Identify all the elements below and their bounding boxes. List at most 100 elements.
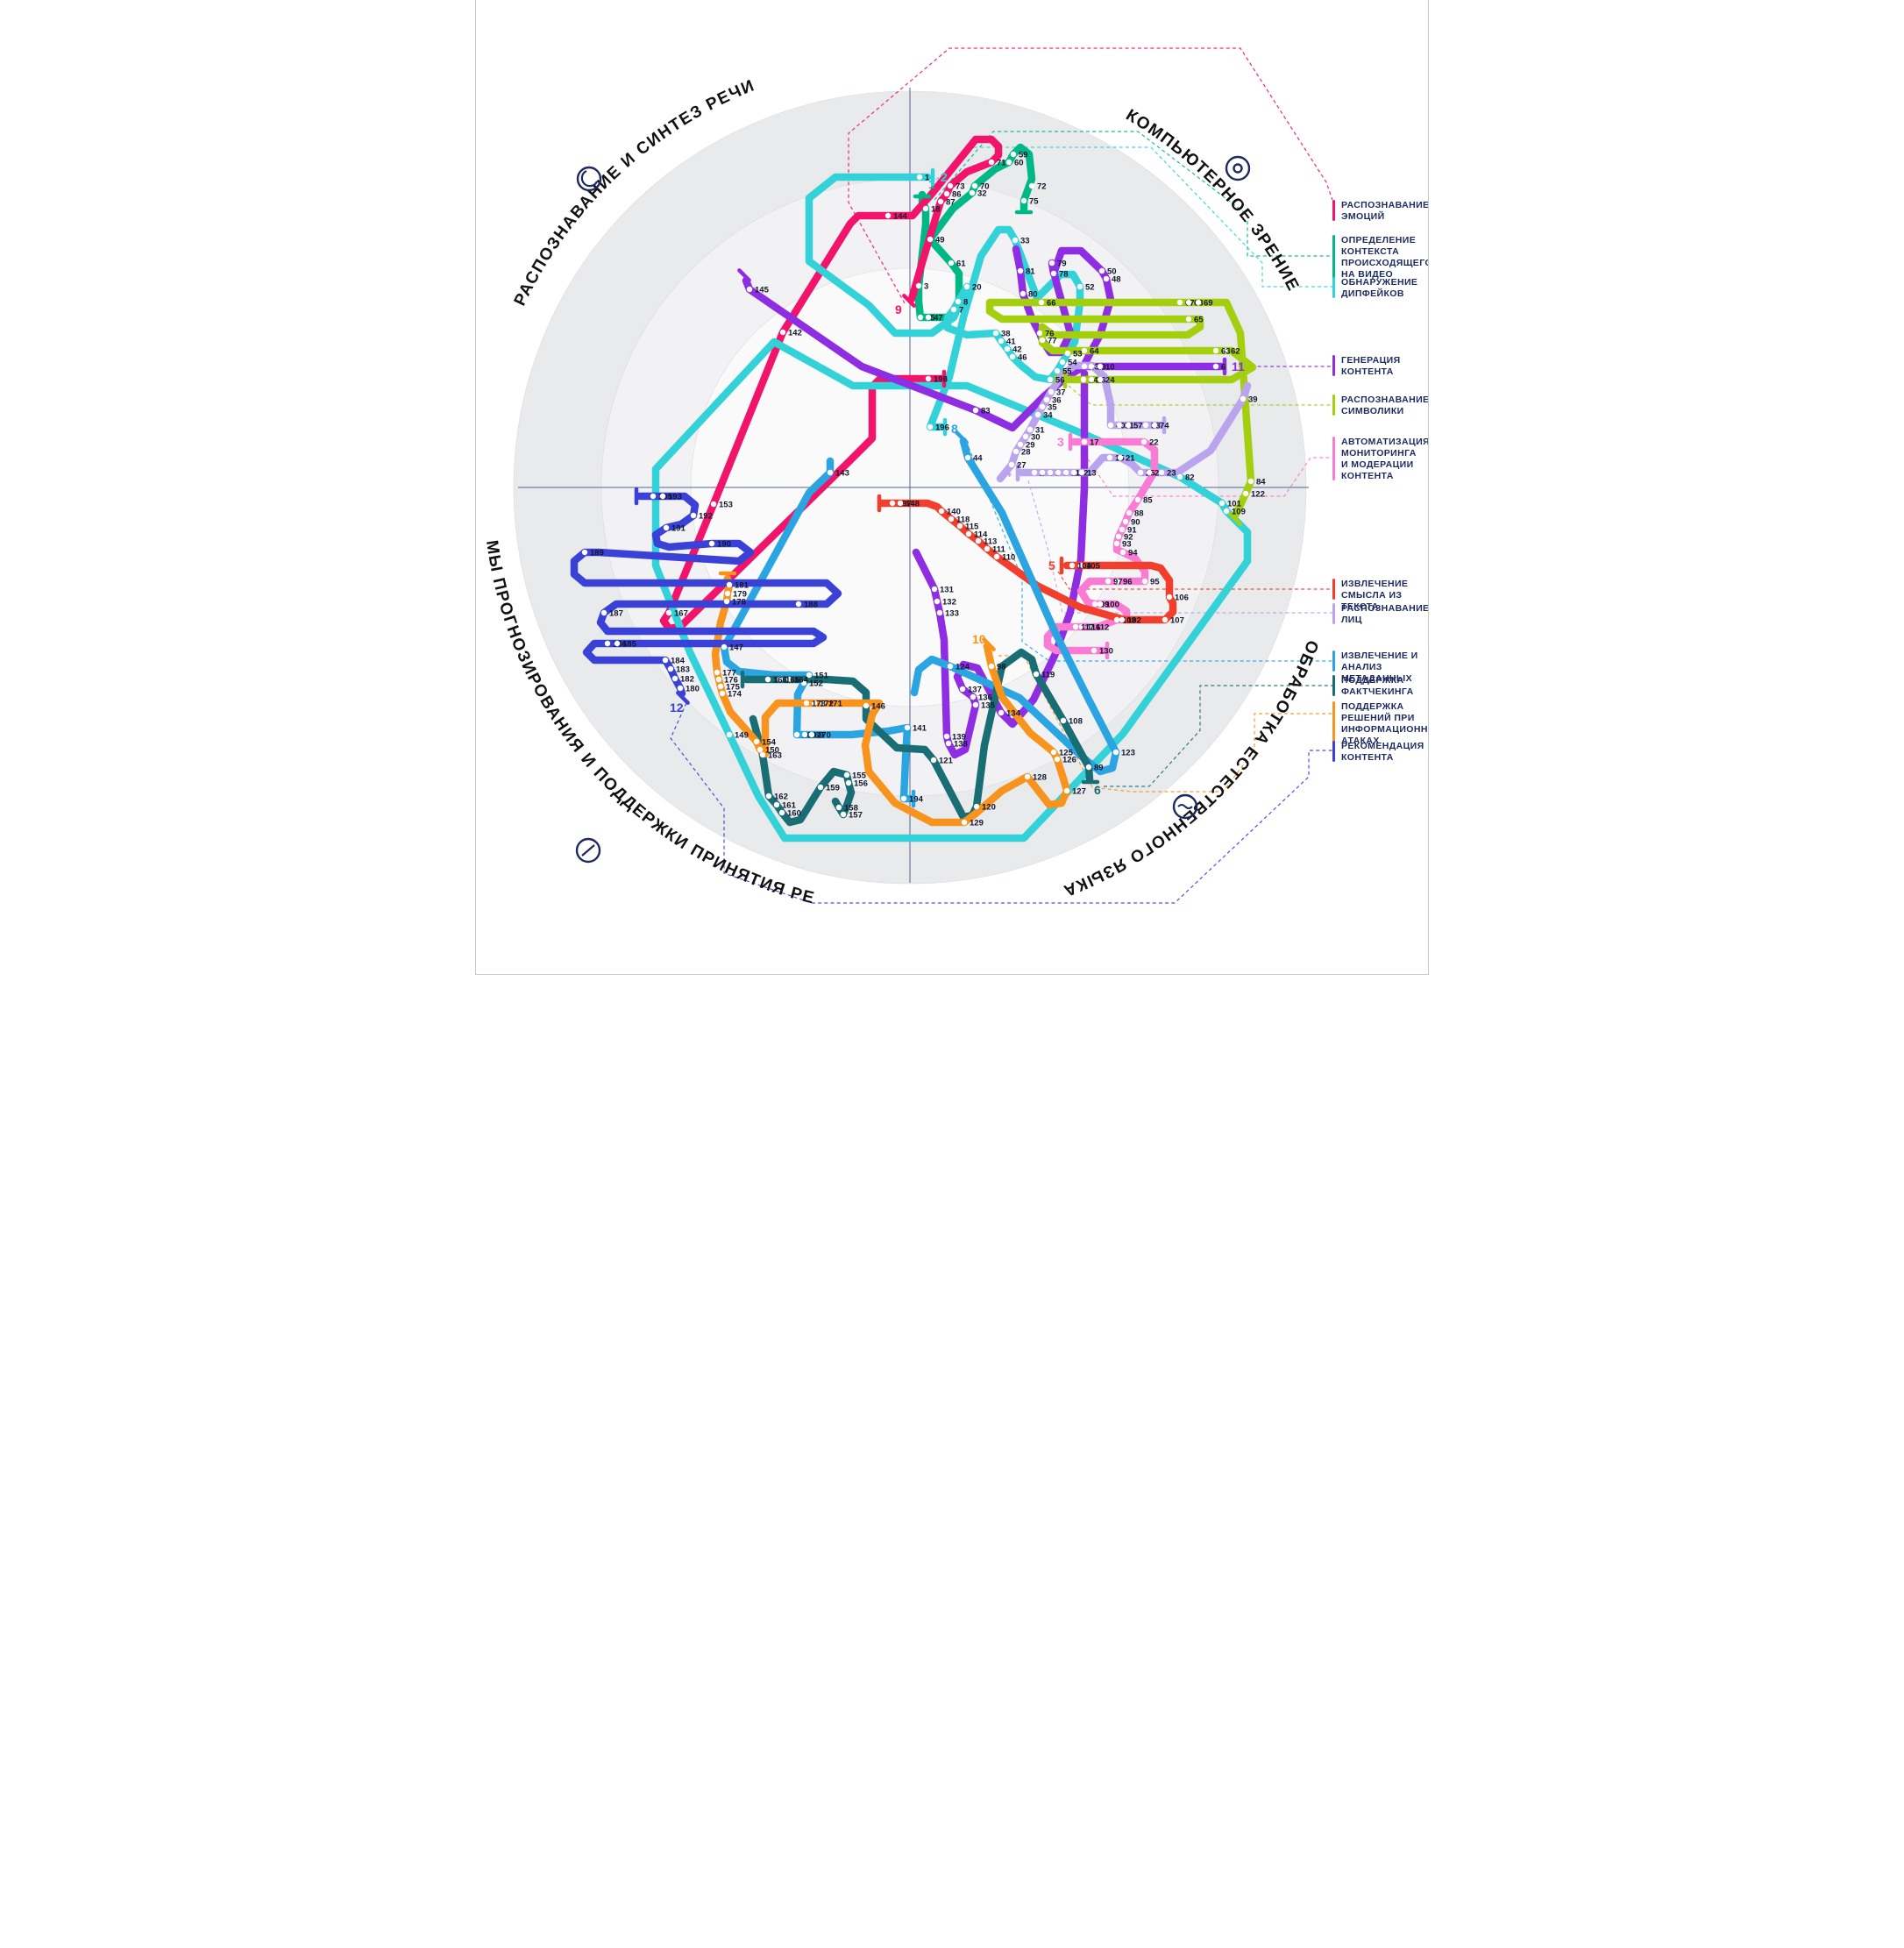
station-85-dot — [1134, 496, 1141, 503]
station-53-dot — [1064, 350, 1071, 357]
station-79-label: 79 — [1057, 259, 1067, 269]
line-7-path — [985, 298, 1257, 520]
station-63-label: 63 — [1221, 347, 1231, 357]
station-195-label: 195 — [658, 493, 673, 502]
station-186-dot — [604, 640, 611, 647]
line-3-caps: 3 — [1057, 432, 1110, 660]
station-162-label: 162 — [774, 793, 788, 802]
station-159-label: 159 — [826, 784, 840, 793]
station-77-dot — [1039, 337, 1046, 344]
station-114-label: 114 — [974, 530, 988, 540]
station-161-label: 161 — [782, 801, 797, 811]
station-177-dot — [714, 669, 721, 676]
station-196-dot — [927, 423, 934, 430]
station-183-dot — [667, 665, 674, 672]
station-29-dot — [1017, 441, 1024, 448]
station-94-label: 94 — [1128, 549, 1138, 558]
station-45-dot — [917, 314, 924, 321]
station-86-label: 86 — [952, 190, 962, 200]
station-81-dot — [1017, 267, 1024, 274]
station-59-dot — [1010, 151, 1017, 158]
station-57-label: 57 — [1133, 422, 1143, 431]
station-142-label: 142 — [788, 329, 802, 338]
station-197-dot — [889, 500, 896, 507]
line-3 — [1043, 437, 1159, 655]
station-66-label: 66 — [1047, 299, 1056, 309]
station-61-dot — [948, 259, 955, 267]
station-93-label: 93 — [1122, 540, 1132, 550]
station-164-dot — [785, 676, 792, 683]
station-138-dot — [945, 740, 952, 747]
station-36-label: 36 — [1052, 396, 1062, 406]
station-44-label: 44 — [973, 454, 983, 464]
station-184-label: 184 — [671, 657, 686, 666]
station-140-label: 140 — [947, 508, 961, 517]
station-136-label: 136 — [978, 693, 992, 703]
callout-leader-7 — [1027, 480, 1332, 614]
station-23-label: 23 — [1167, 469, 1176, 479]
line-12-stations: 1951931921911901891881871861851841831821… — [581, 493, 818, 694]
station-191-label: 191 — [671, 524, 686, 534]
station-96-label: 96 — [1123, 578, 1133, 587]
station-73-dot — [947, 182, 954, 189]
station-112-dot — [1087, 623, 1094, 630]
station-135-dot — [972, 701, 979, 708]
station-149-label: 149 — [735, 731, 749, 741]
station-58-dot — [1142, 422, 1149, 429]
station-93-dot — [1113, 540, 1120, 547]
callout-leader-9 — [1104, 685, 1332, 787]
station-19-dot — [1088, 363, 1095, 370]
line-9-caps: 9 — [895, 294, 947, 388]
station-104-dot — [1069, 562, 1076, 569]
station-169-label: 169 — [810, 731, 824, 741]
station-48-dot — [1103, 275, 1110, 282]
station-141-dot — [904, 724, 911, 731]
station-59-label: 59 — [1019, 151, 1028, 160]
station-46-dot — [1009, 353, 1016, 360]
station-129-label: 129 — [970, 819, 984, 828]
callout-leader-6 — [1057, 571, 1332, 590]
station-95-dot — [1141, 578, 1148, 585]
station-160-dot — [778, 809, 785, 816]
line-8 — [720, 437, 1120, 803]
station-103-dot — [1113, 616, 1120, 623]
station-95-label: 95 — [1150, 578, 1160, 587]
station-123-label: 123 — [1121, 749, 1135, 758]
station-110-dot — [993, 553, 1000, 560]
line-11-path — [742, 276, 1226, 432]
station-137-label: 137 — [968, 686, 982, 695]
station-87-dot — [937, 198, 944, 205]
station-121-label: 121 — [939, 757, 954, 766]
line-6-caps: 6 — [740, 670, 1101, 797]
station-98-label: 98 — [997, 663, 1006, 672]
station-11-dot — [1062, 469, 1069, 476]
station-62-label: 62 — [1231, 347, 1240, 357]
station-106-dot — [1166, 594, 1173, 601]
station-190-label: 190 — [717, 540, 731, 550]
station-85-label: 85 — [1143, 496, 1153, 506]
station-63-dot — [1212, 347, 1219, 354]
station-122-dot — [1242, 490, 1249, 497]
station-28-label: 28 — [1021, 448, 1031, 458]
station-90-label: 90 — [1131, 518, 1140, 528]
station-111-dot — [984, 545, 991, 552]
station-144-dot — [885, 212, 892, 219]
station-145-label: 145 — [755, 286, 770, 295]
callout-leader-8 — [968, 446, 1332, 662]
station-69-dot — [1195, 299, 1202, 306]
station-82-label: 82 — [1185, 473, 1195, 483]
station-170-label: 170 — [817, 731, 831, 741]
station-148-label: 148 — [906, 500, 920, 509]
station-151-dot — [806, 672, 813, 679]
station-1-dot — [916, 174, 923, 181]
station-27-label: 27 — [1017, 461, 1027, 471]
station-182-label: 182 — [680, 675, 694, 685]
station-147-label: 147 — [729, 643, 743, 653]
station-139-label: 139 — [952, 733, 966, 743]
station-185-dot — [614, 640, 621, 647]
station-8-dot — [955, 298, 962, 305]
station-138-label: 138 — [954, 740, 968, 750]
station-10-label: 10 — [1105, 363, 1115, 373]
station-87-label: 87 — [946, 198, 956, 208]
